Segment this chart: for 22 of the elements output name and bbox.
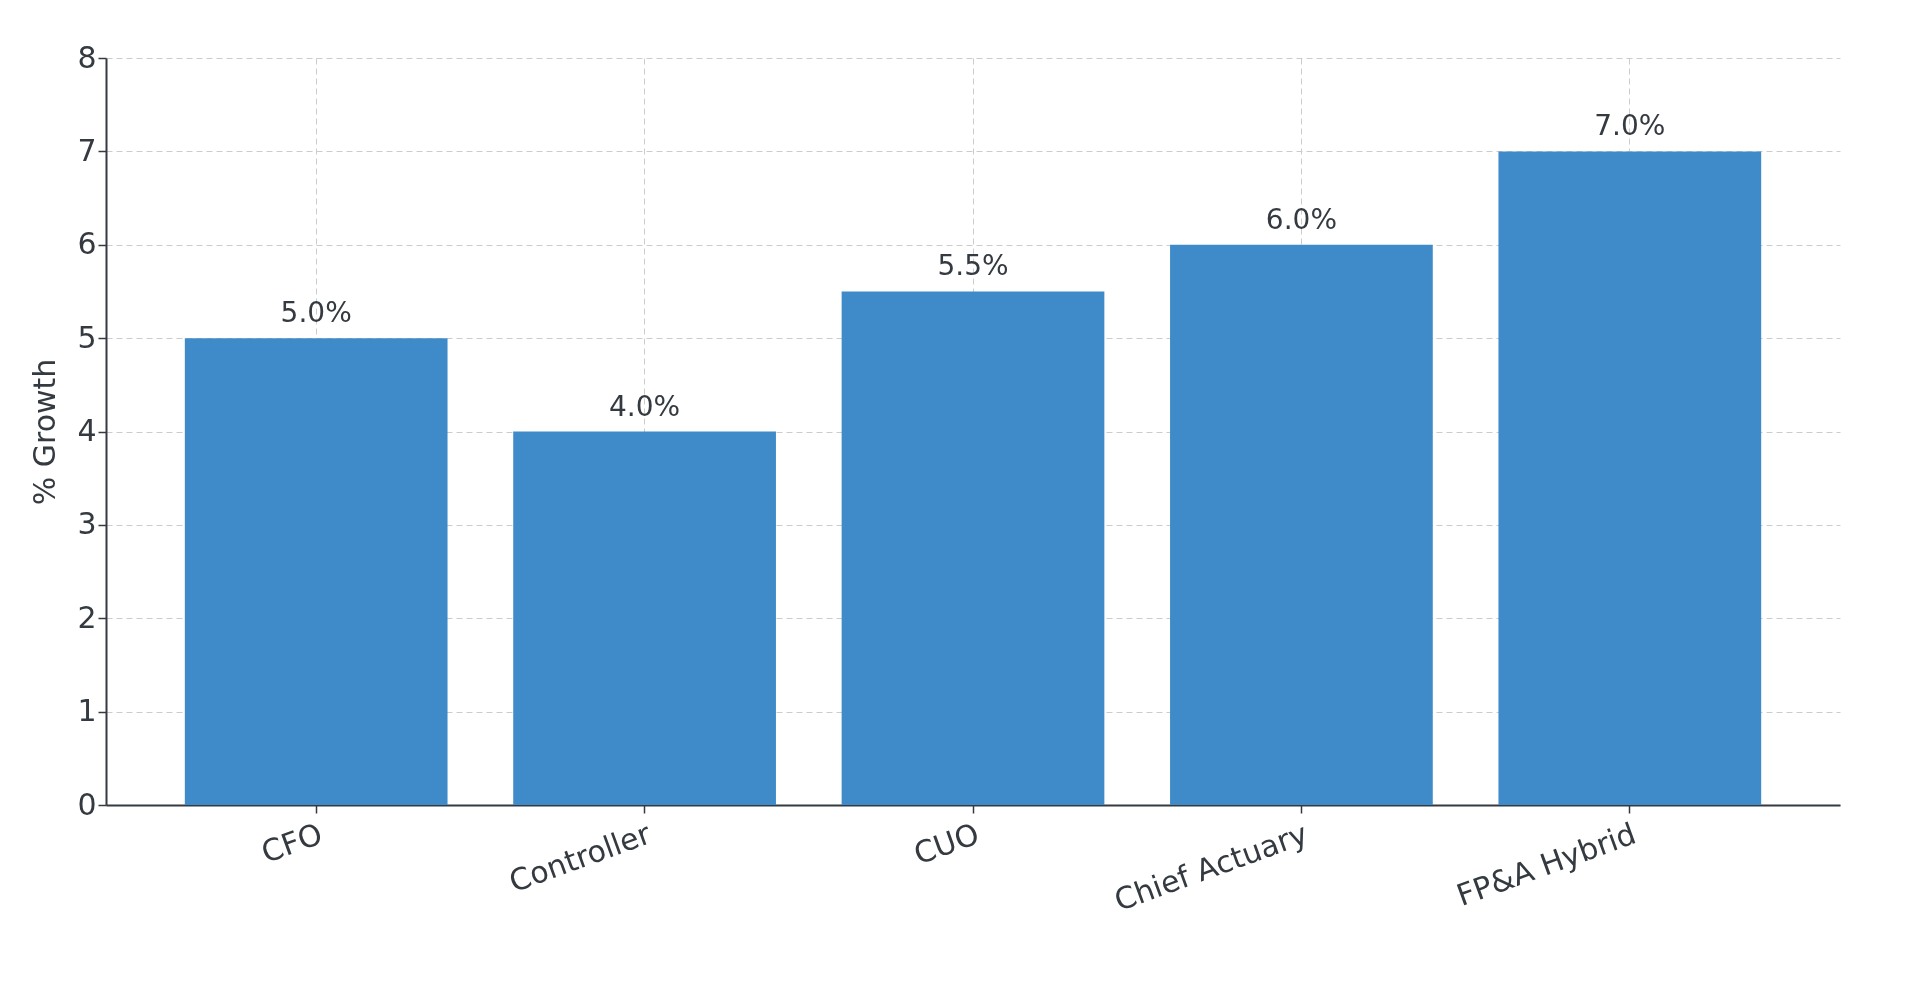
y-tick-label: 2	[77, 599, 97, 635]
y-axis-title: % Growth	[27, 358, 63, 506]
x-tick-label: CFO	[256, 815, 327, 870]
y-tick-label: 5	[77, 319, 97, 355]
data-label: 4.0%	[609, 389, 681, 423]
y-tick-label: 0	[77, 786, 97, 822]
y-tick-label: 1	[77, 693, 97, 729]
y-tick-label: 4	[77, 413, 97, 448]
y-tick-label: 6	[77, 226, 97, 262]
bar	[513, 431, 776, 805]
data-label: 5.0%	[280, 296, 352, 330]
data-label: 5.5%	[937, 249, 1009, 283]
bar	[184, 338, 448, 805]
bar	[841, 291, 1105, 805]
y-tick-label: 7	[77, 132, 97, 168]
y-tick-label: 3	[77, 506, 97, 542]
bar	[1170, 244, 1433, 805]
data-label: 7.0%	[1594, 109, 1666, 143]
bar	[1498, 151, 1762, 805]
data-label: 6.0%	[1265, 202, 1337, 236]
y-tick-label: 8	[77, 39, 97, 75]
x-tick-label: CUO	[909, 815, 984, 872]
